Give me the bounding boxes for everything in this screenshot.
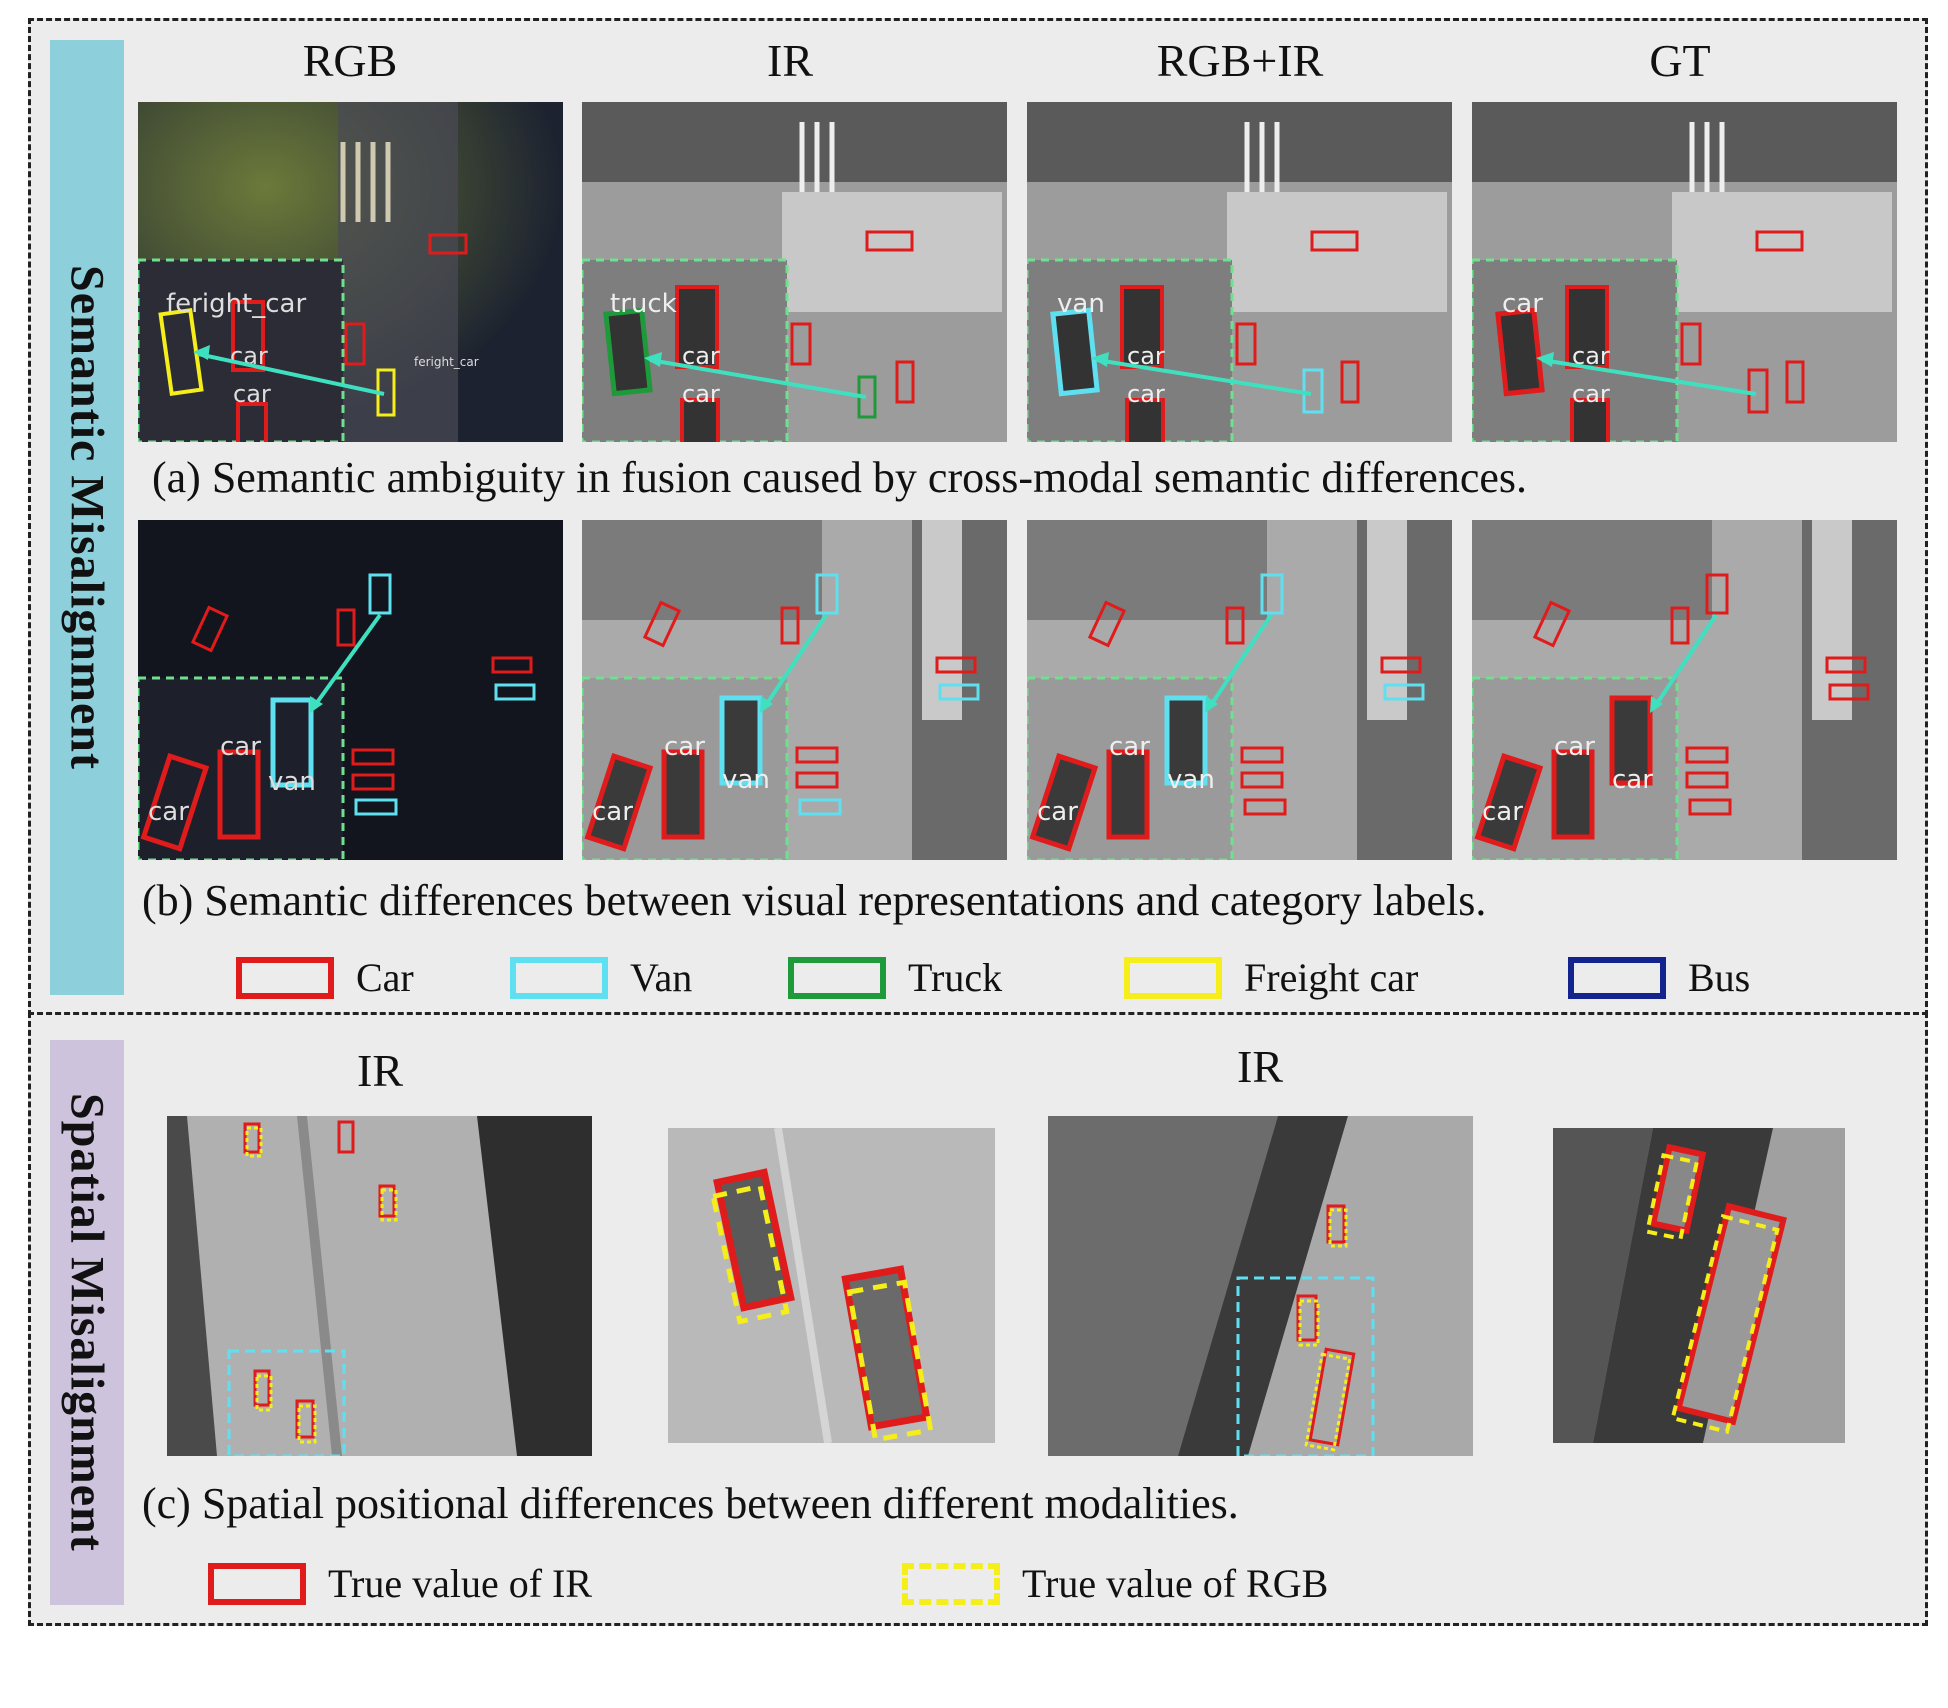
column-title-gt: GT xyxy=(1649,35,1711,86)
legend-truck-label: Truck xyxy=(908,955,1003,1000)
legend-bus-swatch xyxy=(1568,956,1666,999)
label-van: van xyxy=(1167,765,1215,795)
row-b-rgb-image: car van car xyxy=(138,520,563,860)
row-a-gt-image: car car car xyxy=(1472,102,1897,442)
legend-true-ir: True value of IR xyxy=(208,1560,592,1607)
label-truck: truck xyxy=(610,289,677,319)
column-title-ir: IR xyxy=(767,35,813,86)
legend-truck: Truck xyxy=(788,954,1002,1001)
semantic-misalignment-text: Semantic Misalignment xyxy=(60,265,114,770)
legend-true-ir-label: True value of IR xyxy=(328,1561,593,1606)
caption-c: (c) Spatial positional differences betwe… xyxy=(142,1479,1239,1528)
spatial-ir-zoom-1 xyxy=(668,1128,995,1443)
label-car: car xyxy=(1502,289,1543,319)
legend-car: Car xyxy=(236,954,414,1001)
label-van: van xyxy=(1057,289,1105,319)
legend-freight-car: Freight car xyxy=(1124,954,1418,1001)
legend-bus: Bus xyxy=(1568,954,1750,1001)
label-car: car xyxy=(1572,380,1610,408)
label-car: car xyxy=(592,797,633,827)
semantic-misalignment-label: Semantic Misalignment xyxy=(50,40,124,995)
spatial-ir-image-1 xyxy=(167,1116,592,1456)
label-car: car xyxy=(233,380,271,408)
caption-a: (a) Semantic ambiguity in fusion caused … xyxy=(152,453,1527,502)
label-car: car xyxy=(148,797,189,827)
column-title-rgb: RGB xyxy=(302,35,398,86)
label-car: car xyxy=(664,732,705,762)
label-feright-car: feright_car xyxy=(166,289,306,319)
legend-car-label: Car xyxy=(356,955,414,1000)
label-car: car xyxy=(1554,732,1595,762)
legend-truck-swatch xyxy=(788,956,886,999)
spatial-ir-zoom-2 xyxy=(1553,1128,1845,1443)
spatial-misalignment-label: Spatial Misalignment xyxy=(50,1040,124,1605)
label-feright-car-small: feright_car xyxy=(414,355,479,369)
legend-true-ir-swatch xyxy=(208,1562,306,1605)
label-car: car xyxy=(1482,797,1523,827)
label-van: van xyxy=(268,767,316,797)
row-a-fused-image: van car car xyxy=(1027,102,1452,442)
legend-true-rgb: True value of RGB xyxy=(902,1560,1328,1607)
legend-true-rgb-swatch xyxy=(902,1562,1000,1605)
legend-van: Van xyxy=(510,954,692,1001)
column-title-rgb-ir: RGB+IR xyxy=(1156,35,1324,86)
label-car: car xyxy=(682,380,720,408)
label-car: car xyxy=(1037,797,1078,827)
legend-freight-car-label: Freight car xyxy=(1244,955,1419,1000)
spatial-title-right: IR xyxy=(1237,1041,1283,1092)
legend-freight-car-swatch xyxy=(1124,956,1222,999)
legend-van-swatch xyxy=(510,956,608,999)
row-a-rgb-image: feright_car car car feright_car xyxy=(138,102,563,442)
row-b-fused-image: car van car xyxy=(1027,520,1452,860)
spatial-misalignment-text: Spatial Misalignment xyxy=(60,1093,114,1552)
caption-b: (b) Semantic differences between visual … xyxy=(142,876,1487,925)
legend-bus-label: Bus xyxy=(1688,955,1751,1000)
legend-true-rgb-label: True value of RGB xyxy=(1022,1561,1329,1606)
row-b-gt-image: car car car xyxy=(1472,520,1897,860)
legend-van-label: Van xyxy=(630,955,693,1000)
row-b-ir-image: car van car xyxy=(582,520,1007,860)
label-car: car xyxy=(1109,732,1150,762)
row-a-ir-image: truck car car xyxy=(582,102,1007,442)
label-car: car xyxy=(220,732,261,762)
spatial-title-left: IR xyxy=(357,1045,403,1096)
label-van: van xyxy=(722,765,770,795)
label-car: car xyxy=(1127,380,1165,408)
spatial-ir-image-2 xyxy=(1048,1116,1473,1456)
legend-car-swatch xyxy=(236,956,334,999)
label-car: car xyxy=(1612,765,1653,795)
